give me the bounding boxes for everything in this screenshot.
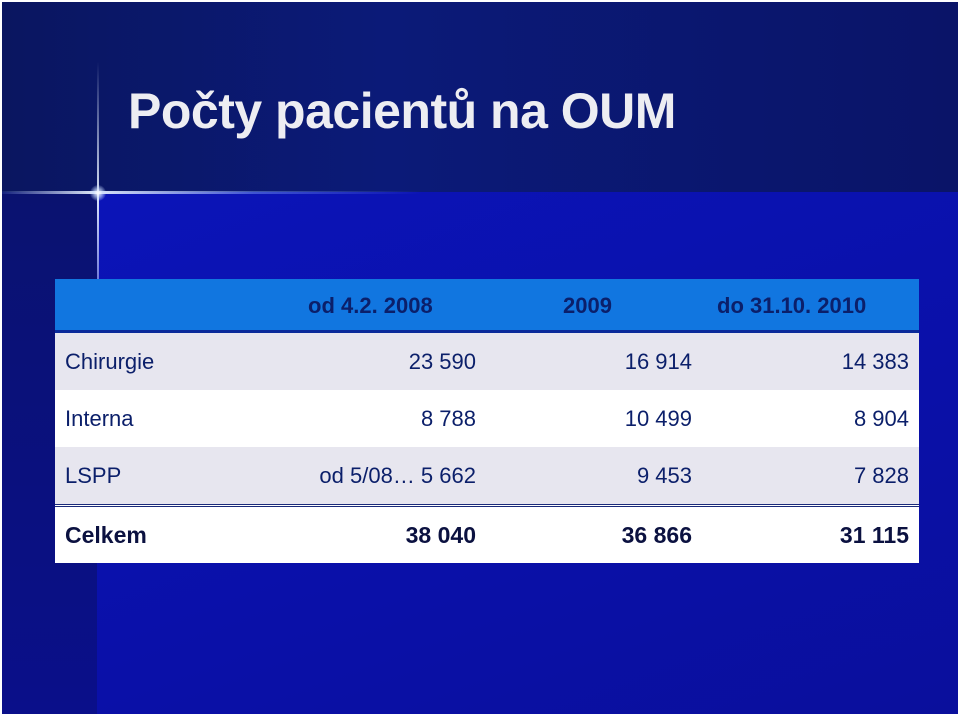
light-flare-center xyxy=(90,185,106,201)
light-flare-vertical xyxy=(97,62,99,362)
table-cell: 23 590 xyxy=(408,348,476,374)
header-divider xyxy=(55,330,919,333)
table-cell: 16 914 xyxy=(624,348,692,374)
column-header-2008: od 4.2. 2008 xyxy=(308,293,433,318)
column-header-2010: do 31.10. 2010 xyxy=(717,293,867,318)
table-row: Interna 8 788 10 499 8 904 xyxy=(55,390,919,447)
table-cell: 7 828 xyxy=(853,462,909,488)
light-flare-horizontal xyxy=(2,191,422,194)
table-cell: 10 499 xyxy=(624,405,692,431)
row-label: Chirurgie xyxy=(65,348,155,374)
slide-title: Počty pacientů na OUM xyxy=(128,83,676,139)
table-cell: 9 453 xyxy=(636,462,692,488)
table-header-row: od 4.2. 2008 2009 do 31.10. 2010 xyxy=(55,279,919,333)
total-cell: 38 040 xyxy=(405,521,476,548)
row-label: Interna xyxy=(65,405,134,431)
column-header-2009: 2009 xyxy=(563,293,612,318)
total-label: Celkem xyxy=(65,521,147,548)
table-cell: 8 788 xyxy=(420,405,476,431)
total-cell: 31 115 xyxy=(839,521,909,548)
top-band xyxy=(2,2,958,192)
table-cell: 14 383 xyxy=(841,348,909,374)
table-row: Chirurgie 23 590 16 914 14 383 xyxy=(55,333,919,390)
table-cell: 8 904 xyxy=(853,405,909,431)
patients-table: od 4.2. 2008 2009 do 31.10. 2010 Chirurg… xyxy=(55,279,919,563)
total-cell: 36 866 xyxy=(621,521,692,548)
table-total-row: Celkem 38 040 36 866 31 115 xyxy=(55,504,919,563)
table-cell: od 5/08… 5 662 xyxy=(319,462,476,488)
row-label: LSPP xyxy=(65,462,122,488)
table-row: LSPP od 5/08… 5 662 9 453 7 828 xyxy=(55,447,919,504)
